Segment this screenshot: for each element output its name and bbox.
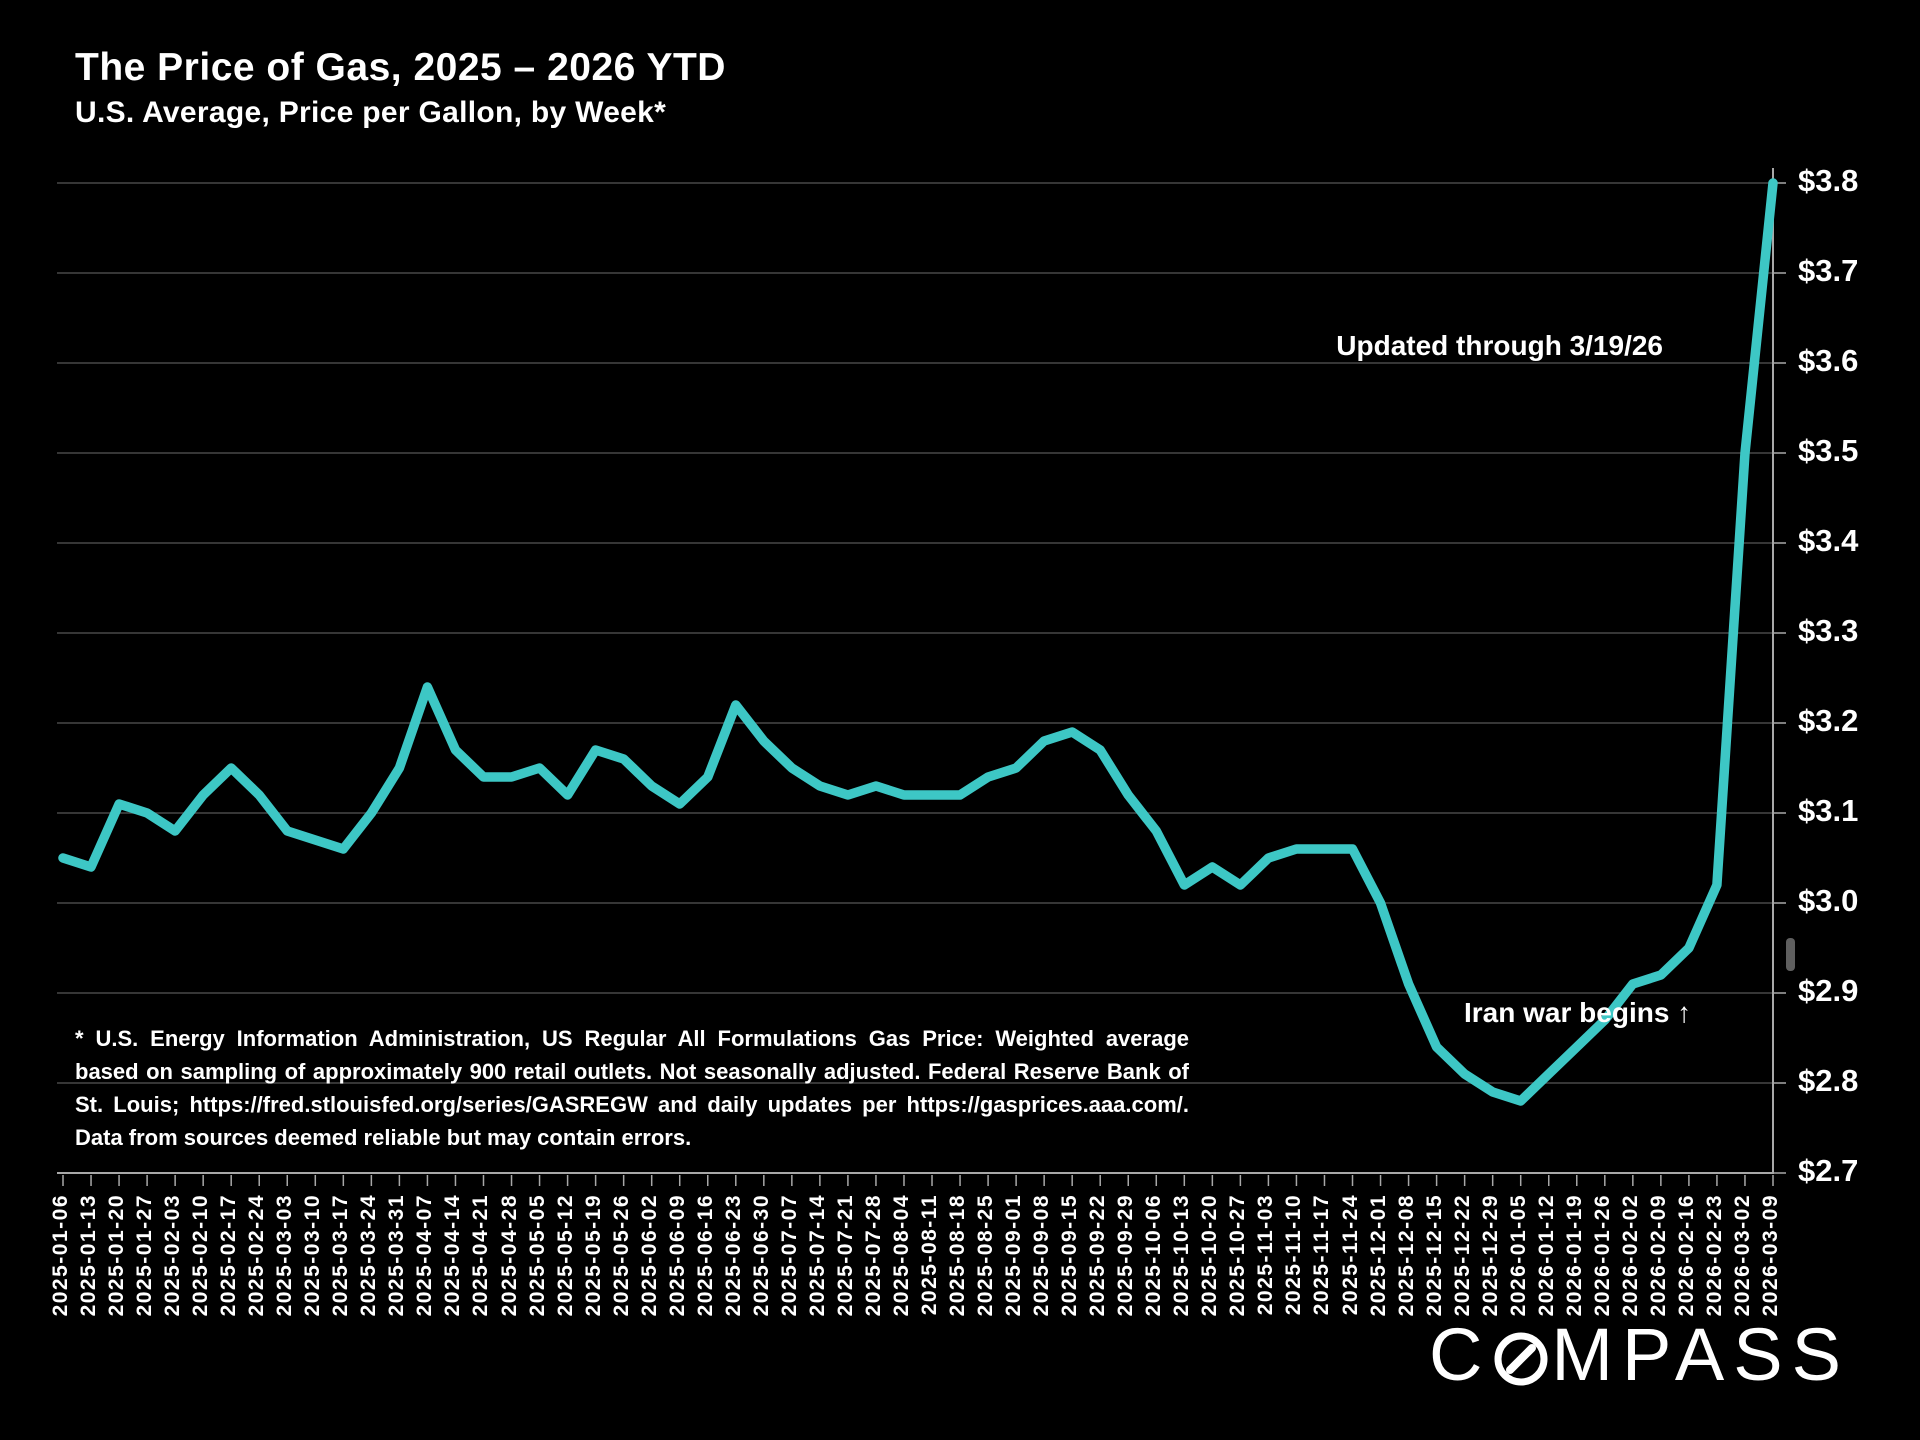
x-tick-label: 2025-04-14 — [441, 1194, 465, 1317]
x-tick-label: 2025-12-22 — [1450, 1194, 1474, 1317]
updated-through-note: Updated through 3/19/26 — [1336, 330, 1663, 361]
x-tick-label: 2025-11-10 — [1282, 1194, 1306, 1316]
x-tick-label: 2025-03-31 — [385, 1194, 409, 1317]
y-tick-label: $2.7 — [1798, 1153, 1859, 1188]
x-tick-label: 2025-03-10 — [301, 1194, 325, 1317]
x-tick-label: 2025-10-06 — [1142, 1194, 1166, 1317]
y-tick-label: $3.3 — [1798, 613, 1859, 648]
x-tick-label: 2026-02-23 — [1702, 1194, 1726, 1317]
y-tick-label: $3.1 — [1798, 793, 1859, 828]
y-tick-label: $2.9 — [1798, 973, 1859, 1008]
x-tick-label: 2025-09-22 — [1086, 1194, 1110, 1317]
x-tick-label: 2026-01-05 — [1506, 1194, 1530, 1317]
x-tick-label: 2026-02-09 — [1646, 1194, 1670, 1317]
x-tick-label: 2025-01-13 — [77, 1194, 101, 1317]
y-tick-label: $3.5 — [1798, 433, 1859, 468]
x-tick-label: 2025-08-25 — [974, 1194, 998, 1317]
x-tick-label: 2025-10-27 — [1226, 1194, 1250, 1317]
x-tick-label: 2025-08-11 — [918, 1194, 942, 1316]
x-tick-label: 2025-09-01 — [1002, 1194, 1026, 1317]
y-tick-label: $3.0 — [1798, 883, 1859, 918]
x-tick-label: 2025-09-08 — [1030, 1194, 1054, 1317]
x-tick-label: 2025-03-24 — [357, 1194, 381, 1317]
x-tick-label: 2025-07-21 — [833, 1194, 857, 1317]
x-tick-label: 2026-02-16 — [1674, 1194, 1698, 1317]
x-tick-label: 2026-03-09 — [1759, 1194, 1782, 1317]
x-tick-label: 2025-10-20 — [1198, 1194, 1222, 1317]
x-tick-label: 2025-03-17 — [329, 1194, 353, 1317]
x-tick-label: 2026-03-02 — [1730, 1194, 1754, 1317]
y-tick-label: $3.4 — [1798, 523, 1859, 558]
x-tick-label: 2026-02-02 — [1618, 1194, 1642, 1317]
x-tick-label: 2025-12-01 — [1366, 1194, 1390, 1317]
x-tick-label: 2025-02-17 — [217, 1194, 241, 1317]
page-subtitle: U.S. Average, Price per Gallon, by Week* — [75, 96, 667, 129]
x-tick-label: 2025-07-28 — [861, 1194, 885, 1317]
x-tick-label: 2025-12-08 — [1394, 1194, 1418, 1317]
x-tick-label: 2025-02-10 — [189, 1194, 213, 1317]
x-tick-label: 2025-01-06 — [49, 1194, 72, 1317]
source-footnote: * U.S. Energy Information Administration… — [75, 1026, 1189, 1150]
x-tick-label: 2025-10-13 — [1170, 1194, 1194, 1317]
x-tick-label: 2025-04-07 — [413, 1194, 437, 1317]
compass-slashed-o-icon — [1494, 1332, 1548, 1386]
x-tick-label: 2025-11-17 — [1310, 1194, 1334, 1316]
x-tick-label: 2025-07-07 — [777, 1194, 801, 1317]
x-tick-label: 2025-05-26 — [609, 1194, 633, 1317]
x-tick-label: 2025-01-20 — [105, 1194, 129, 1317]
iran-war-annotation: Iran war begins ↑ — [1464, 997, 1692, 1028]
x-tick-label: 2025-05-05 — [525, 1194, 549, 1317]
x-tick-label: 2025-12-15 — [1422, 1194, 1446, 1317]
x-tick-label: 2025-05-19 — [581, 1194, 605, 1317]
x-tick-label: 2025-02-03 — [161, 1194, 185, 1317]
x-tick-label: 2025-05-12 — [553, 1194, 577, 1317]
x-tick-label: 2025-04-28 — [497, 1194, 521, 1317]
x-tick-label: 2025-07-14 — [805, 1194, 829, 1317]
x-tick-label: 2025-03-03 — [273, 1194, 297, 1317]
x-tick-label: 2025-06-09 — [665, 1194, 689, 1317]
x-tick-label: 2025-06-16 — [693, 1194, 717, 1317]
x-tick-label: 2025-09-15 — [1058, 1194, 1082, 1317]
page-title: The Price of Gas, 2025 – 2026 YTD — [75, 46, 726, 89]
x-tick-label: 2025-11-24 — [1338, 1194, 1362, 1316]
y-tick-label: $3.6 — [1798, 343, 1859, 378]
x-tick-label: 2025-02-24 — [245, 1194, 269, 1317]
x-tick-label: 2025-12-29 — [1478, 1194, 1502, 1317]
y-tick-label: $3.2 — [1798, 703, 1859, 738]
y-tick-label: $2.8 — [1798, 1063, 1859, 1098]
x-tick-label: 2026-01-12 — [1534, 1194, 1558, 1317]
x-tick-label: 2025-08-04 — [889, 1194, 913, 1317]
logo-text-after: MPASS — [1551, 1313, 1850, 1396]
x-tick-label: 2025-11-03 — [1254, 1194, 1278, 1316]
x-tick-label: 2026-01-26 — [1590, 1194, 1614, 1317]
compass-logo: C MPASS — [1429, 1318, 1850, 1392]
x-tick-label: 2025-06-23 — [721, 1194, 745, 1317]
x-tick-label: 2025-06-02 — [637, 1194, 661, 1317]
x-tick-label: 2026-01-19 — [1562, 1194, 1586, 1317]
logo-text-before: C — [1428, 1313, 1492, 1396]
x-tick-label: 2025-09-29 — [1114, 1194, 1138, 1317]
price-line — [58, 178, 1778, 1106]
scroll-indicator-mark — [1786, 938, 1795, 971]
x-tick-label: 2025-01-27 — [133, 1194, 157, 1317]
x-tick-label: 2025-08-18 — [946, 1194, 970, 1317]
y-tick-label: $3.8 — [1798, 163, 1859, 198]
x-tick-label: 2025-06-30 — [749, 1194, 773, 1317]
y-tick-label: $3.7 — [1798, 253, 1859, 288]
x-tick-label: 2025-04-21 — [469, 1194, 493, 1317]
